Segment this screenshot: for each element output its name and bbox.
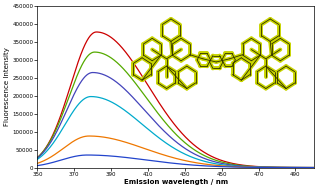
X-axis label: Emission wavelength / nm: Emission wavelength / nm (124, 179, 228, 185)
Y-axis label: Fluorescence Intensity: Fluorescence Intensity (4, 47, 10, 126)
